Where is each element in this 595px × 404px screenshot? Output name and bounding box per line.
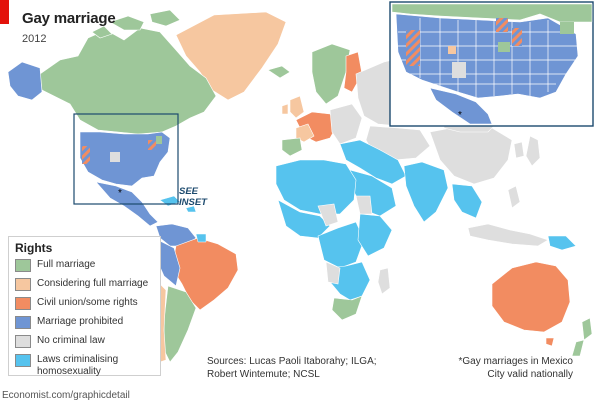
iceland	[267, 65, 291, 79]
chad-sudan	[317, 195, 373, 227]
australia	[491, 261, 571, 333]
indonesia	[467, 223, 549, 247]
philippines	[507, 185, 521, 209]
guyana	[195, 233, 207, 243]
legend-swatch	[15, 278, 31, 291]
page-title: Gay marriage	[22, 10, 116, 27]
us-inset: *	[389, 1, 594, 127]
eastern-europe	[329, 103, 363, 145]
legend-label: Marriage prohibited	[37, 316, 124, 327]
angola-zambia	[325, 261, 341, 285]
usa-hatch-ne	[148, 140, 156, 150]
inset-nolaw	[452, 62, 466, 78]
scandinavia	[311, 43, 351, 105]
legend-item-prohibited: Marriage prohibited	[15, 316, 123, 332]
mexico-asterisk-marker: *	[118, 188, 122, 199]
legend-item-considering: Considering full marriage	[15, 278, 148, 294]
usa-hatch-west	[82, 146, 90, 164]
japan	[525, 135, 541, 167]
inset-hatch-east	[512, 28, 522, 46]
brazil	[171, 237, 239, 311]
legend-item-no-criminal-law: No criminal law	[15, 335, 105, 351]
legend-swatch	[15, 354, 31, 367]
brand-accent-bar	[0, 0, 9, 24]
inset-hatch-mid	[496, 18, 508, 32]
france	[295, 123, 315, 143]
credit[interactable]: Economist.com/graphicdetail	[2, 390, 130, 401]
legend-item-full-marriage: Full marriage	[15, 259, 95, 275]
usa	[79, 131, 171, 187]
inset-considering	[448, 46, 456, 54]
inset-locator-frame	[73, 113, 179, 205]
inset-canada	[391, 3, 593, 23]
inset-full-iowa	[498, 42, 510, 52]
madagascar	[377, 267, 391, 295]
usa-full-ne	[156, 136, 162, 144]
south-asia	[403, 161, 449, 223]
inset-hatch-west	[406, 30, 420, 66]
sources-note: Sources: Lucas Paoli Itaborahy; ILGA; Ro…	[207, 356, 377, 380]
central-africa	[317, 221, 365, 269]
see-inset-label: SEE INSET	[179, 186, 207, 208]
legend-label: Considering full marriage	[37, 278, 149, 289]
legend-label: No criminal law	[37, 335, 105, 346]
legend-swatch	[15, 316, 31, 329]
legend-swatch	[15, 335, 31, 348]
legend-swatch	[15, 259, 31, 272]
southeast-asia	[451, 183, 483, 219]
inset-full-ne	[560, 22, 574, 34]
legend-label: Laws criminalising homosexuality	[37, 354, 119, 377]
legend-title: Rights	[15, 241, 53, 255]
inset-usa	[395, 13, 579, 99]
legend-item-civil-union: Civil union/some rights	[15, 297, 138, 313]
east-africa	[357, 213, 393, 257]
legend: Rights Full marriage Considering full ma…	[8, 236, 161, 377]
korea	[513, 141, 525, 159]
legend-swatch	[15, 297, 31, 310]
inset-asterisk-marker: *	[458, 110, 462, 121]
alaska	[7, 61, 43, 101]
greenland	[175, 11, 287, 101]
uk-ireland	[281, 95, 305, 119]
new-zealand	[571, 317, 593, 357]
south-africa	[331, 295, 363, 321]
page-subtitle: 2012	[22, 33, 47, 45]
legend-item-criminalising: Laws criminalising homosexuality	[15, 354, 147, 377]
footnote: *Gay marriages in Mexico City valid nati…	[458, 356, 573, 380]
iberia	[281, 137, 303, 157]
papua	[547, 235, 577, 251]
west-africa	[277, 199, 331, 239]
inset-mexico	[429, 87, 493, 125]
turkey-iran	[339, 139, 407, 185]
usa-nolaw	[110, 152, 120, 162]
tasmania	[545, 337, 555, 347]
legend-label: Full marriage	[37, 259, 96, 270]
legend-label: Civil union/some rights	[37, 297, 138, 308]
arctic-islands	[91, 9, 181, 39]
north-africa	[275, 159, 357, 215]
